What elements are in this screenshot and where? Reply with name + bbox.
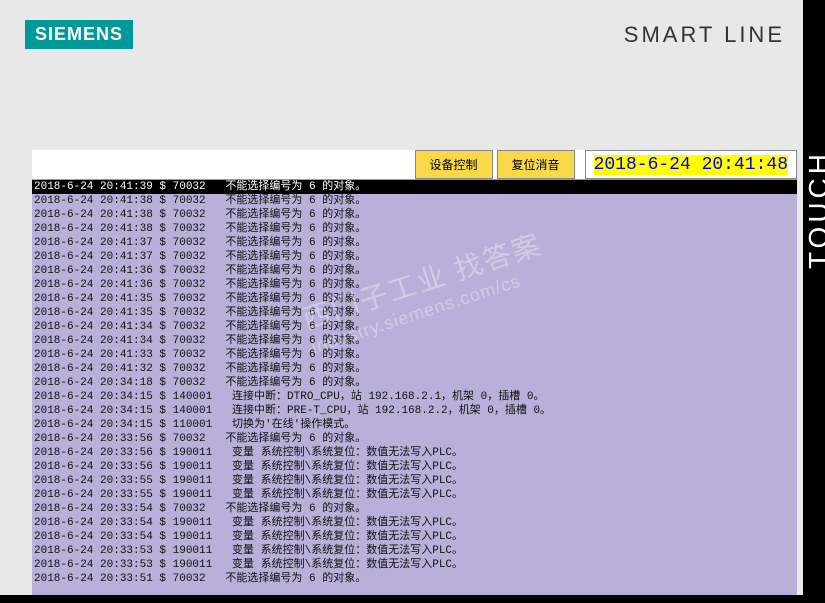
log-row[interactable]: 2018-6-24 20:34:15 $ 140001 连接中断：PRE-T_C… <box>32 404 797 418</box>
log-row[interactable]: 2018-6-24 20:41:36 $ 70032 不能选择编号为 6 的对象… <box>32 278 797 292</box>
log-row[interactable]: 2018-6-24 20:34:15 $ 110001 切换为'在线'操作模式。 <box>32 418 797 432</box>
log-row[interactable]: 2018-6-24 20:33:56 $ 70032 不能选择编号为 6 的对象… <box>32 432 797 446</box>
siemens-logo: SIEMENS <box>25 20 133 49</box>
log-row[interactable]: 2018-6-24 20:41:38 $ 70032 不能选择编号为 6 的对象… <box>32 222 797 236</box>
log-row[interactable]: 2018-6-24 20:41:38 $ 70032 不能选择编号为 6 的对象… <box>32 194 797 208</box>
log-row[interactable]: 2018-6-24 20:41:33 $ 70032 不能选择编号为 6 的对象… <box>32 348 797 362</box>
log-row[interactable]: 2018-6-24 20:41:37 $ 70032 不能选择编号为 6 的对象… <box>32 236 797 250</box>
frame-right <box>803 0 825 603</box>
log-row[interactable]: 2018-6-24 20:33:56 $ 190011 变量 系统控制\系统复位… <box>32 460 797 474</box>
log-row[interactable]: 2018-6-24 20:41:39 $ 70032 不能选择编号为 6 的对象… <box>32 180 797 194</box>
log-row[interactable]: 2018-6-24 20:41:32 $ 70032 不能选择编号为 6 的对象… <box>32 362 797 376</box>
product-name: SMART LINE <box>624 22 785 48</box>
device-control-button[interactable]: 设备控制 <box>415 150 493 179</box>
alarm-log[interactable]: 2018-6-24 20:41:39 $ 70032 不能选择编号为 6 的对象… <box>32 180 797 595</box>
log-row[interactable]: 2018-6-24 20:33:54 $ 190011 变量 系统控制\系统复位… <box>32 530 797 544</box>
frame-bottom <box>0 595 825 603</box>
log-row[interactable]: 2018-6-24 20:33:56 $ 190011 变量 系统控制\系统复位… <box>32 446 797 460</box>
clock-display: 2018-6-24 20:41:48 <box>585 150 797 179</box>
log-row[interactable]: 2018-6-24 20:33:55 $ 190011 变量 系统控制\系统复位… <box>32 474 797 488</box>
log-row[interactable]: 2018-6-24 20:34:15 $ 140001 连接中断：DTRO_CP… <box>32 390 797 404</box>
log-row[interactable]: 2018-6-24 20:41:35 $ 70032 不能选择编号为 6 的对象… <box>32 292 797 306</box>
header: SIEMENS SMART LINE <box>25 20 785 49</box>
toolbar: 设备控制 复位消音 2018-6-24 20:41:48 <box>32 150 797 180</box>
log-row[interactable]: 2018-6-24 20:33:53 $ 190011 变量 系统控制\系统复位… <box>32 544 797 558</box>
touch-label: TOUCH <box>803 150 825 269</box>
log-row[interactable]: 2018-6-24 20:33:54 $ 70032 不能选择编号为 6 的对象… <box>32 502 797 516</box>
reset-mute-button[interactable]: 复位消音 <box>497 150 575 179</box>
log-row[interactable]: 2018-6-24 20:33:54 $ 190011 变量 系统控制\系统复位… <box>32 516 797 530</box>
log-row[interactable]: 2018-6-24 20:41:35 $ 70032 不能选择编号为 6 的对象… <box>32 306 797 320</box>
log-row[interactable]: 2018-6-24 20:33:51 $ 70032 不能选择编号为 6 的对象… <box>32 572 797 586</box>
log-row[interactable]: 2018-6-24 20:41:36 $ 70032 不能选择编号为 6 的对象… <box>32 264 797 278</box>
log-row[interactable]: 2018-6-24 20:41:37 $ 70032 不能选择编号为 6 的对象… <box>32 250 797 264</box>
log-row[interactable]: 2018-6-24 20:41:34 $ 70032 不能选择编号为 6 的对象… <box>32 334 797 348</box>
log-row[interactable]: 2018-6-24 20:33:53 $ 190011 变量 系统控制\系统复位… <box>32 558 797 572</box>
log-row[interactable]: 2018-6-24 20:41:38 $ 70032 不能选择编号为 6 的对象… <box>32 208 797 222</box>
log-row[interactable]: 2018-6-24 20:34:18 $ 70032 不能选择编号为 6 的对象… <box>32 376 797 390</box>
log-row[interactable]: 2018-6-24 20:41:34 $ 70032 不能选择编号为 6 的对象… <box>32 320 797 334</box>
log-row[interactable]: 2018-6-24 20:33:55 $ 190011 变量 系统控制\系统复位… <box>32 488 797 502</box>
